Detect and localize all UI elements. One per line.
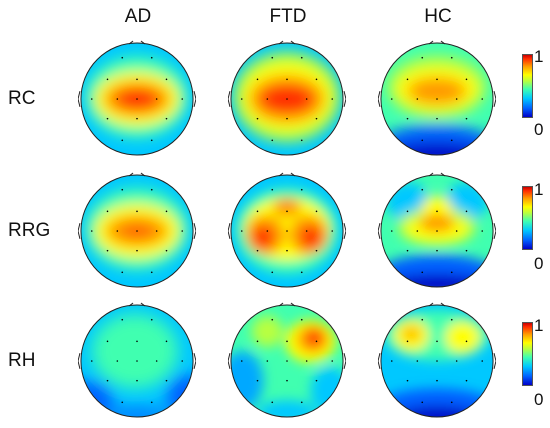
row-label-rc: RC — [8, 88, 36, 109]
column-title-ad: AD — [124, 6, 152, 27]
topomap-rrg-hc — [378, 172, 496, 288]
column-title-hc: HC — [424, 6, 452, 27]
colorbar-max-label-rh: 1 — [534, 316, 544, 335]
topomap-rh-hc — [378, 302, 496, 418]
row-label-rh: RH — [8, 350, 36, 371]
colorbar-min-label-rc: 0 — [534, 120, 544, 139]
row-label-rrg: RRG — [8, 220, 51, 241]
topomap-rc-ad — [78, 40, 196, 156]
topomap-rrg-ad — [78, 172, 196, 288]
topomap-rc-ftd — [228, 40, 346, 156]
colorbar-row-rc — [522, 54, 533, 118]
colorbar-min-label-rh: 0 — [534, 390, 544, 409]
column-title-ftd: FTD — [269, 6, 307, 27]
topomap-rc-hc — [378, 40, 496, 156]
colorbar-max-label-rrg: 1 — [534, 180, 544, 199]
topomap-rh-ftd — [228, 302, 346, 418]
colorbar-min-label-rrg: 0 — [534, 254, 544, 273]
topomap-rh-ad — [78, 302, 196, 418]
colorbar-row-rrg — [522, 186, 533, 250]
colorbar-row-rh — [522, 322, 533, 386]
colorbar-max-label-rc: 1 — [534, 47, 544, 66]
topomap-rrg-ftd — [228, 172, 346, 288]
